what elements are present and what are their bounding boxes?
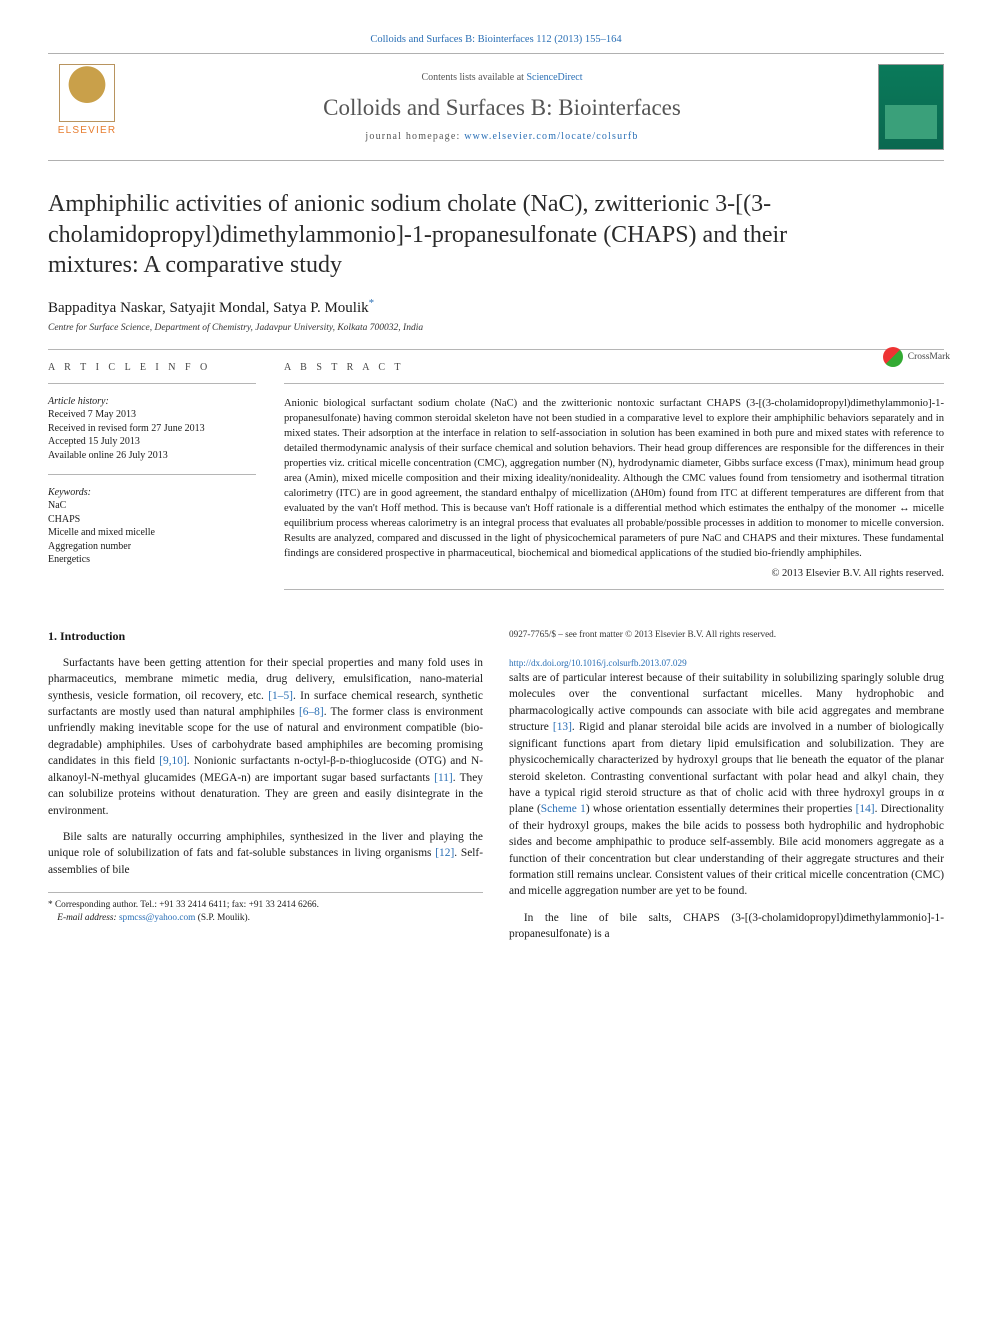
article-info-column: A R T I C L E I N F O Article history: R… [48,362,256,601]
abstract-copyright: © 2013 Elsevier B.V. All rights reserved… [284,568,944,579]
keyword: Aggregation number [48,540,256,554]
contents-list-line: Contents lists available at ScienceDirec… [140,72,864,83]
sciencedirect-link[interactable]: ScienceDirect [526,72,582,83]
journal-header: ELSEVIER Contents lists available at Sci… [48,53,944,161]
divider [284,383,944,384]
body-text: . Directionality of their hydroxyl group… [509,803,944,897]
doi-line: http://dx.doi.org/10.1016/j.colsurfb.201… [509,657,944,670]
citation-link[interactable]: [12] [435,847,454,859]
elsevier-tree-icon [59,64,115,122]
body-paragraph: Surfactants have been getting attention … [48,655,483,819]
divider [48,474,256,475]
citation-link[interactable]: [1–5] [268,690,293,702]
article-title: Amphiphilic activities of anionic sodium… [48,189,808,281]
history-label: Article history: [48,396,256,407]
affiliation: Centre for Surface Science, Department o… [48,323,944,333]
keyword: Micelle and mixed micelle [48,526,256,540]
body-paragraph: In the line of bile salts, CHAPS (3-[(3-… [509,910,944,943]
body-text: ) whose orientation essentially determin… [586,803,856,815]
keyword: NaC [48,499,256,513]
keyword: CHAPS [48,513,256,527]
article-history-block: Article history: Received 7 May 2013 Rec… [48,396,256,462]
authors-line: Bappaditya Naskar, Satyajit Mondal, Saty… [48,297,944,317]
footnotes: * Corresponding author. Tel.: +91 33 241… [48,892,483,924]
citation-link[interactable]: [14] [856,803,875,815]
history-line: Accepted 15 July 2013 [48,435,256,449]
journal-name: Colloids and Surfaces B: Biointerfaces [140,95,864,121]
scheme-link[interactable]: Scheme 1 [541,803,586,815]
issn-line: 0927-7765/$ – see front matter © 2013 El… [509,628,944,641]
crossmark-badge[interactable]: CrossMark [883,347,950,367]
divider [48,383,256,384]
body-two-column: 1. Introduction Surfactants have been ge… [48,628,944,947]
body-paragraph: salts are of particular interest because… [509,670,944,900]
divider [48,349,944,350]
history-line: Available online 26 July 2013 [48,449,256,463]
publisher-word: ELSEVIER [58,125,117,136]
history-line: Received 7 May 2013 [48,408,256,422]
citation-link[interactable]: [11] [434,772,453,784]
crossmark-label: CrossMark [908,352,950,362]
citation-link[interactable]: [13] [553,721,572,733]
corr-author-footnote: * Corresponding author. Tel.: +91 33 241… [48,899,483,912]
keyword: Energetics [48,553,256,567]
abstract-label: A B S T R A C T [284,362,944,373]
email-footnote: E-mail address: spmcss@yahoo.com (S.P. M… [48,912,483,925]
section-heading: 1. Introduction [48,628,483,645]
citation-link[interactable]: [6–8] [299,706,324,718]
homepage-prefix: journal homepage: [365,131,464,142]
article-info-label: A R T I C L E I N F O [48,362,256,373]
doi-link[interactable]: http://dx.doi.org/10.1016/j.colsurfb.201… [509,658,687,668]
crossmark-icon [883,347,903,367]
email-link[interactable]: spmcss@yahoo.com [119,913,195,923]
running-head: Colloids and Surfaces B: Biointerfaces 1… [48,34,944,45]
body-text: . Rigid and planar steroidal bile acids … [509,721,944,815]
email-label: E-mail address: [57,913,119,923]
citation-link[interactable]: [9,10] [159,755,187,767]
journal-homepage-link[interactable]: www.elsevier.com/locate/colsurfb [464,131,638,142]
keywords-label: Keywords: [48,487,256,498]
contents-prefix: Contents lists available at [421,72,526,83]
abstract-text: Anionic biological surfactant sodium cho… [284,396,944,561]
corresponding-symbol: * [369,297,375,309]
body-paragraph: Bile salts are naturally occurring amphi… [48,829,483,878]
history-line: Received in revised form 27 June 2013 [48,422,256,436]
journal-homepage-line: journal homepage: www.elsevier.com/locat… [140,131,864,142]
body-text: Bile salts are naturally occurring amphi… [48,831,483,859]
body-text: In the line of bile salts, CHAPS (3-[(3-… [509,912,944,940]
divider [284,589,944,590]
keywords-block: Keywords: NaC CHAPS Micelle and mixed mi… [48,487,256,567]
authors-names: Bappaditya Naskar, Satyajit Mondal, Saty… [48,300,369,316]
email-owner: (S.P. Moulik). [195,913,250,923]
abstract-column: A B S T R A C T Anionic biological surfa… [284,362,944,601]
journal-cover-thumbnail [878,64,944,150]
publisher-logo: ELSEVIER [48,64,126,150]
